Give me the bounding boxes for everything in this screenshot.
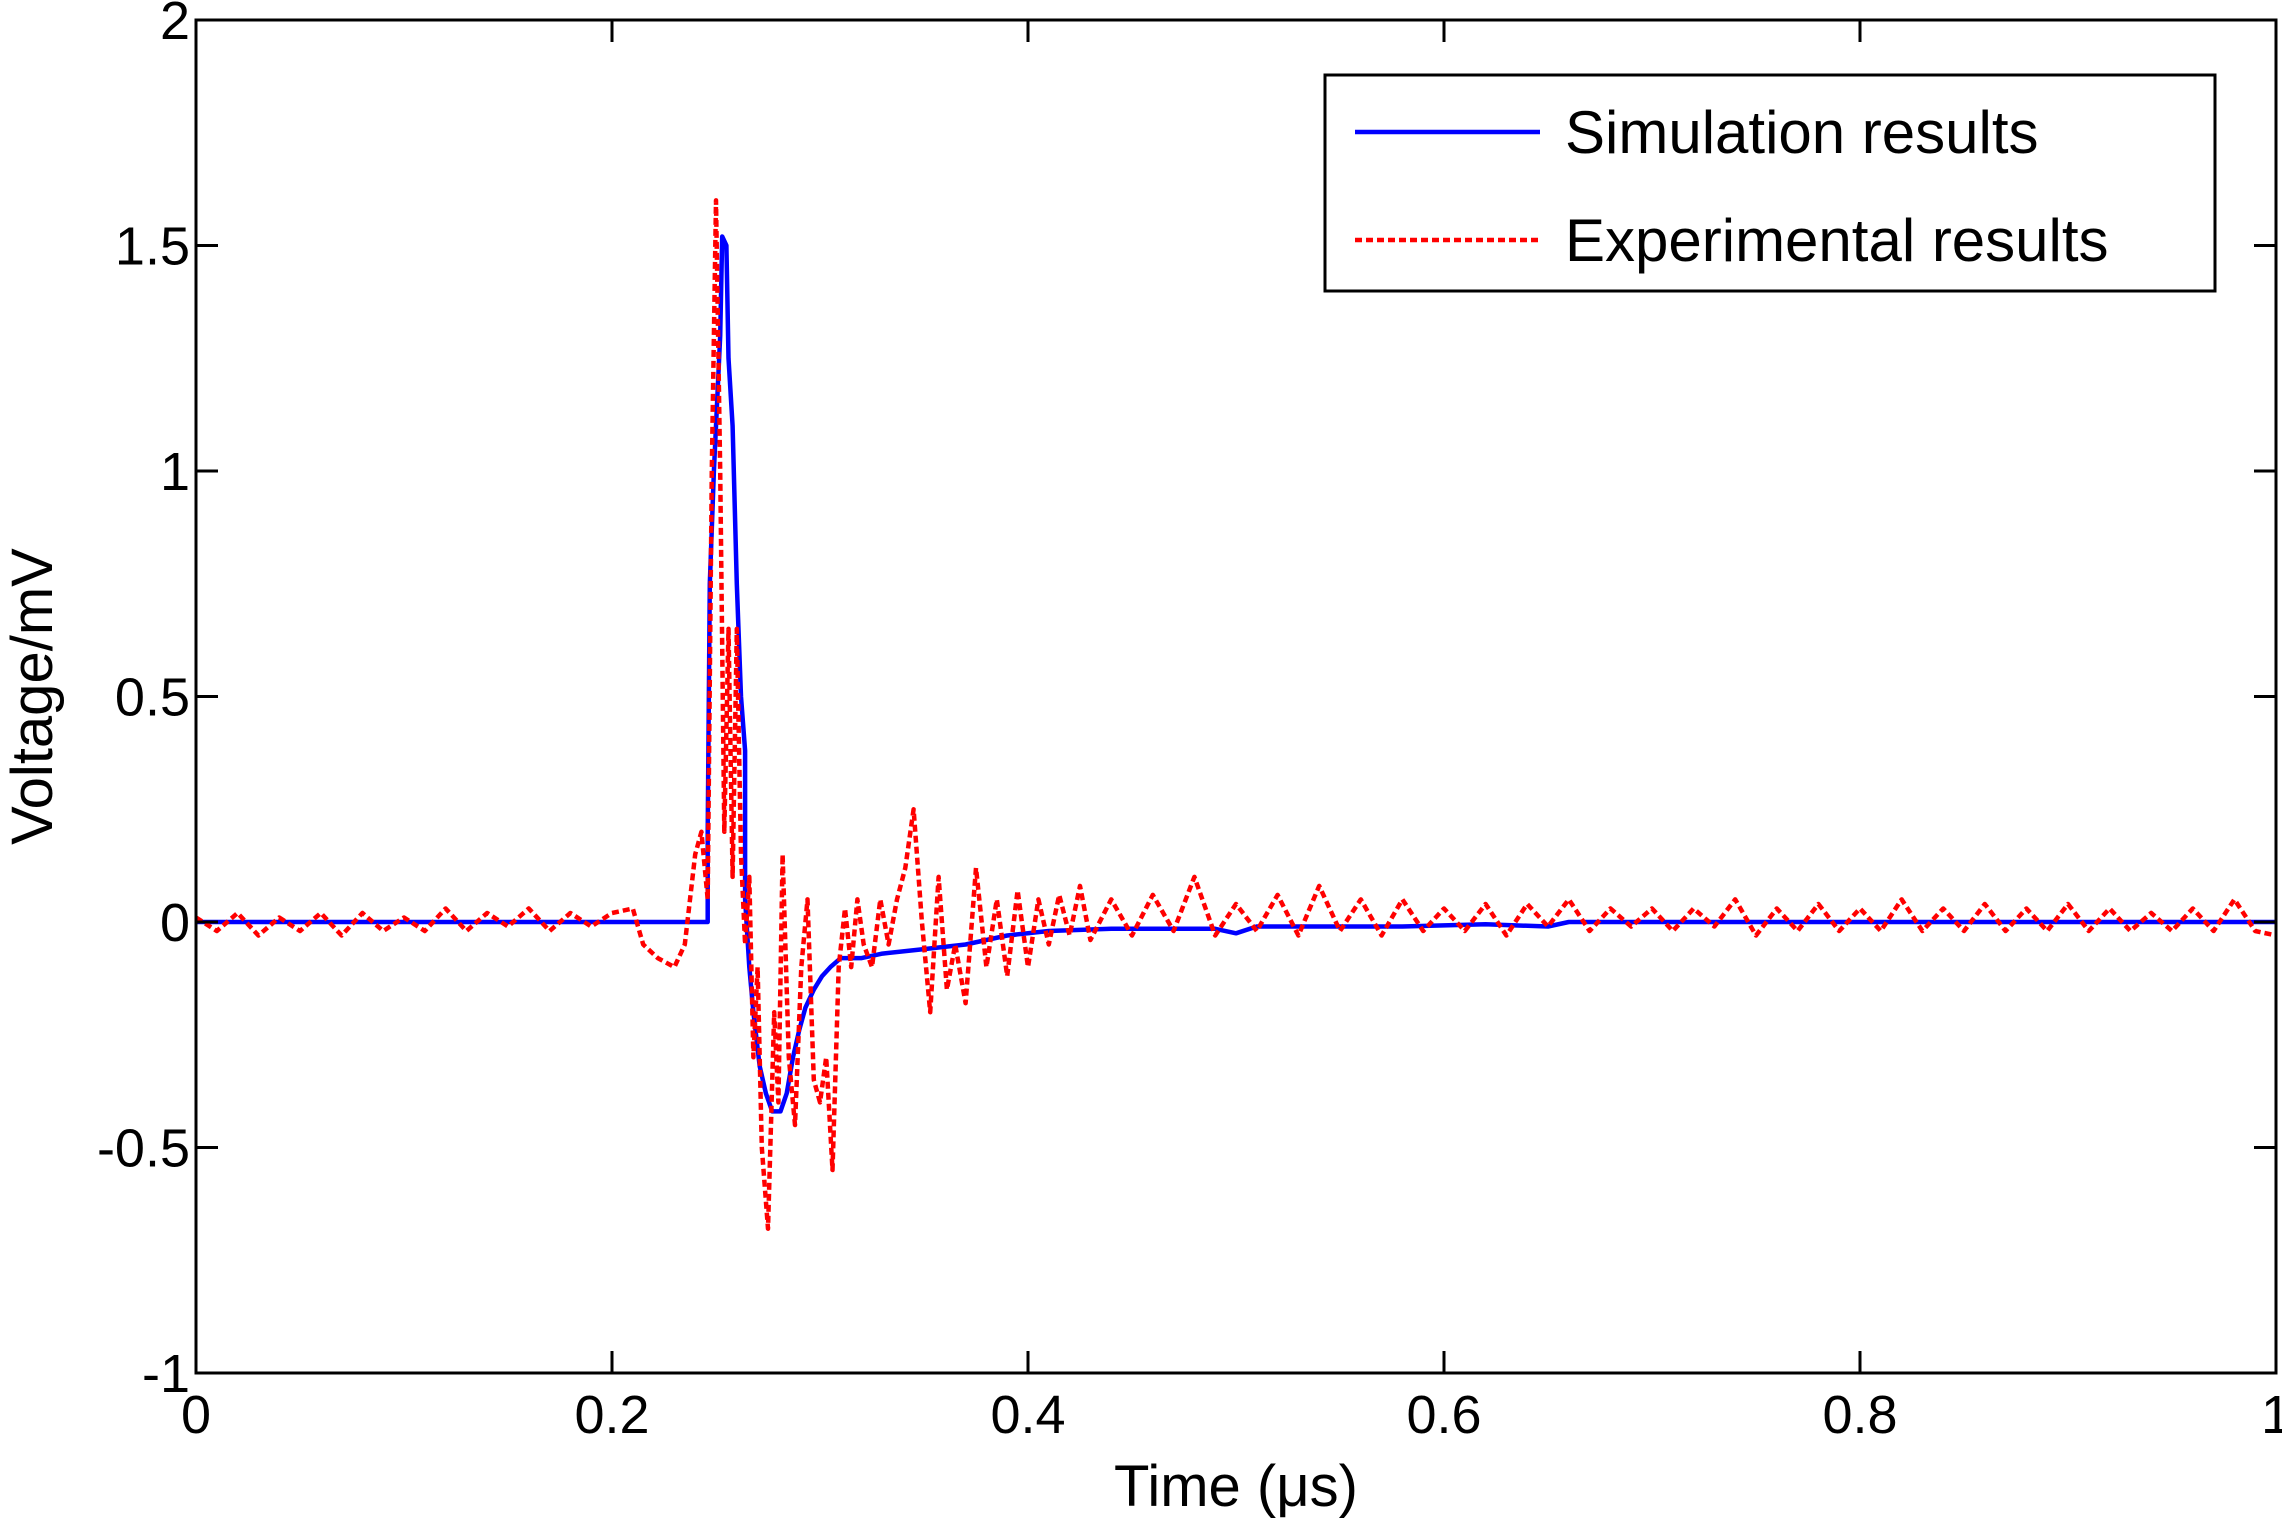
x-tick-label: 0.4 [990, 1385, 1065, 1445]
y-tick-label: -0.5 [97, 1119, 190, 1179]
x-tick-label: 0.8 [1822, 1385, 1897, 1445]
x-tick-label: 0.2 [574, 1385, 649, 1445]
series-line-experimental [194, 198, 2277, 1231]
ticks-layer: 0 0.2 0.4 0.6 0.8 1 -1 -0.5 0 0.5 1 1.5 2 [97, 0, 2282, 1445]
y-axis-title: Voltage/mV [0, 548, 65, 845]
series-layer [194, 198, 2277, 1231]
x-tick-label: 0 [181, 1385, 211, 1445]
legend: Simulation results Experimental results [1323, 73, 2217, 293]
y-tick-label: -1 [142, 1344, 190, 1404]
legend-label-experimental: Experimental results [1565, 207, 2109, 274]
x-axis-title: Time (μs) [1114, 1454, 1358, 1519]
legend-label-simulation: Simulation results [1565, 99, 2039, 166]
legend-box [1323, 73, 2217, 293]
x-tick-label: 1 [2261, 1385, 2282, 1445]
y-tick-label: 1.5 [115, 217, 190, 277]
x-tick-label: 0.6 [1406, 1385, 1481, 1445]
y-tick-label: 1 [160, 442, 190, 502]
y-tick-label: 0 [160, 893, 190, 953]
y-tick-label: 2 [160, 0, 190, 51]
y-tick-label: 0.5 [115, 668, 190, 728]
